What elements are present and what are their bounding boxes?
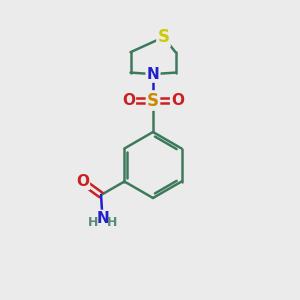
Text: O: O: [76, 174, 89, 189]
Text: N: N: [96, 211, 109, 226]
Text: H: H: [88, 216, 98, 230]
Text: S: S: [147, 92, 159, 110]
Text: S: S: [158, 28, 169, 46]
Text: N: N: [147, 67, 159, 82]
Text: H: H: [107, 216, 117, 230]
Text: O: O: [171, 93, 184, 108]
Text: O: O: [122, 93, 135, 108]
